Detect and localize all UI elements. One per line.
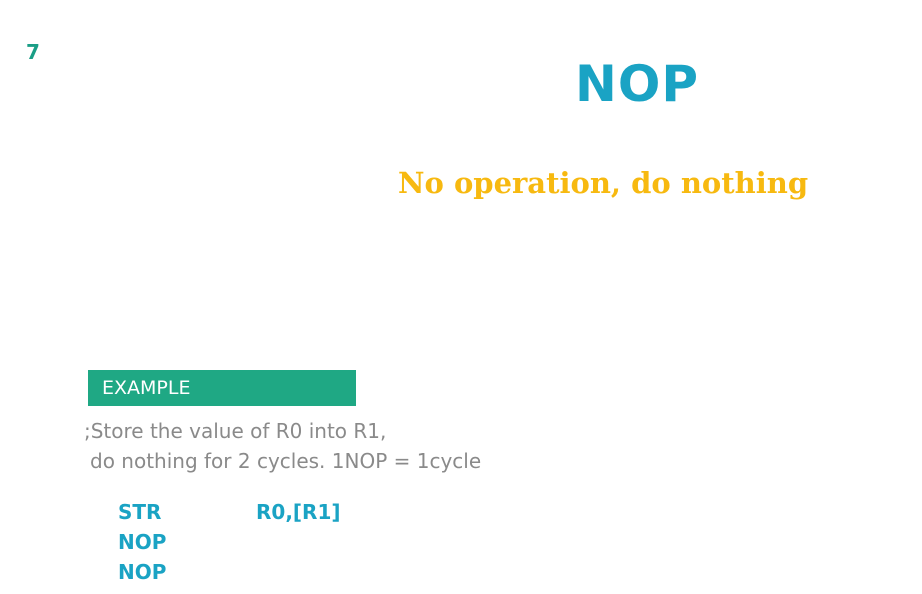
slide-number: 7 xyxy=(26,40,40,64)
code-line: NOP xyxy=(118,557,341,587)
slide-subtitle: No operation, do nothing xyxy=(398,166,809,200)
comment-line: ;Store the value of R0 into R1, xyxy=(84,419,387,443)
code-mnemonic: STR xyxy=(118,500,162,524)
comment-line: do nothing for 2 cycles. 1NOP = 1cycle xyxy=(90,449,482,473)
code-mnemonic: NOP xyxy=(118,530,167,554)
code-operands: R0,[R1] xyxy=(256,500,341,524)
code-comment: ;Store the value of R0 into R1, do nothi… xyxy=(84,416,481,476)
slide-title: NOP xyxy=(575,55,699,113)
code-mnemonic: NOP xyxy=(118,560,167,584)
code-line: STR R0,[R1] xyxy=(118,497,341,527)
code-line: NOP xyxy=(118,527,341,557)
example-header: EXAMPLE xyxy=(88,370,356,406)
code-block: STR R0,[R1] NOP NOP xyxy=(118,497,341,587)
